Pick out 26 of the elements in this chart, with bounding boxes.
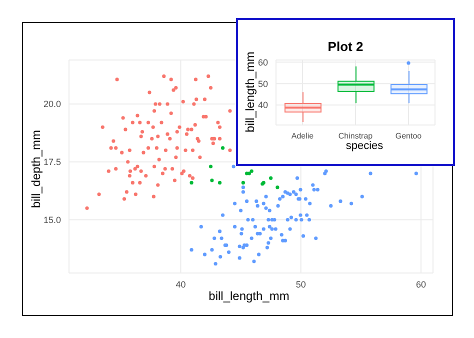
x-axis-title: bill_length_mm bbox=[208, 289, 290, 303]
y-tick-label: 20.0 bbox=[43, 99, 61, 110]
chart-title: Plot 2 bbox=[328, 39, 364, 54]
point bbox=[241, 180, 245, 185]
point bbox=[220, 146, 225, 150]
point bbox=[218, 180, 222, 185]
x-tick-label: 40 bbox=[176, 279, 186, 290]
x-axis-title: species bbox=[346, 140, 384, 152]
point bbox=[190, 180, 194, 185]
point bbox=[276, 186, 280, 190]
point bbox=[269, 176, 273, 180]
point bbox=[210, 178, 214, 182]
y-tick-label: 40 bbox=[258, 100, 268, 110]
y-axis-title: bill_length_mm bbox=[243, 52, 257, 132]
y-tick-label: 60 bbox=[258, 57, 268, 68]
y-axis-title: bill_depth_mm bbox=[29, 130, 43, 208]
x-tick-label: Adelie bbox=[291, 132, 314, 141]
y-tick-label: 15.0 bbox=[43, 214, 61, 225]
y-tick-label: 17.5 bbox=[43, 157, 61, 168]
x-tick-label: 50 bbox=[296, 279, 306, 290]
x-tick-label: Gentoo bbox=[395, 132, 422, 141]
point bbox=[250, 169, 254, 173]
y-tick-label: 50 bbox=[258, 78, 268, 89]
x-tick-label: 60 bbox=[416, 279, 426, 290]
point bbox=[208, 164, 213, 168]
x-tick-label: Chinstrap bbox=[338, 132, 374, 141]
